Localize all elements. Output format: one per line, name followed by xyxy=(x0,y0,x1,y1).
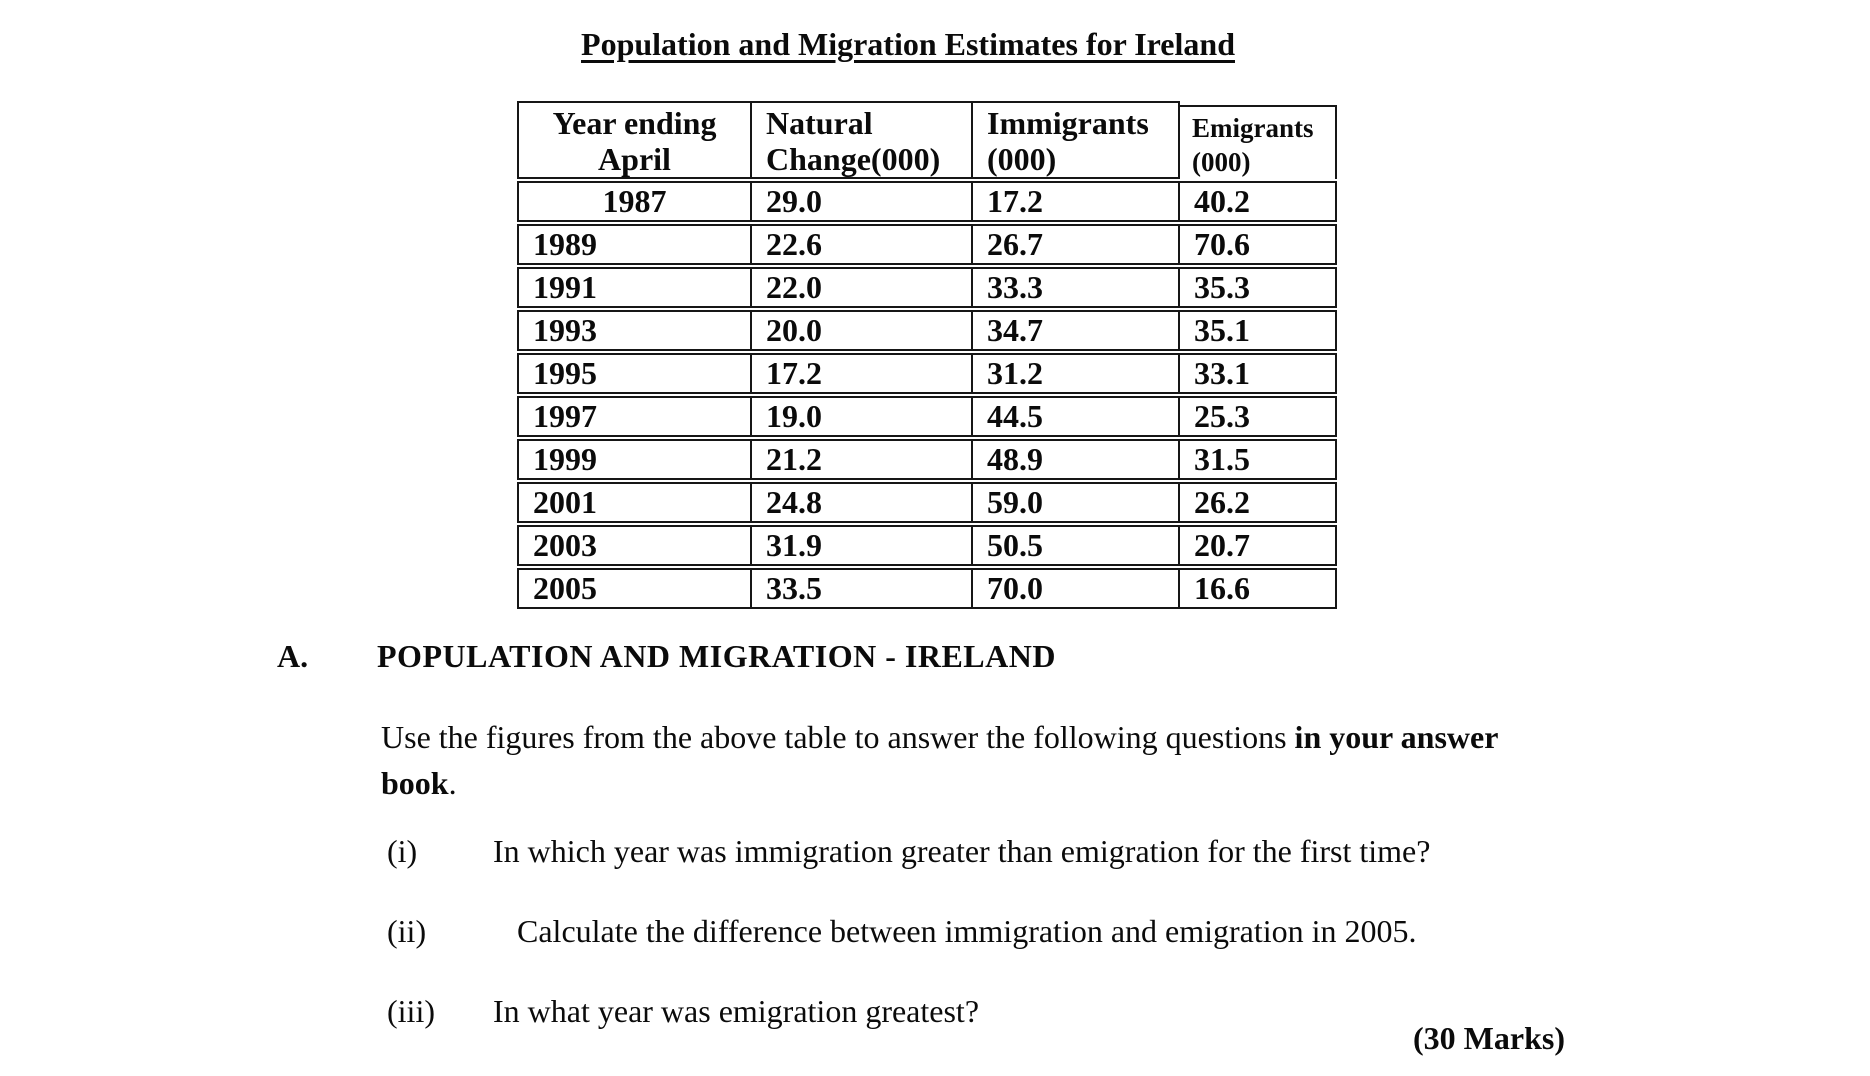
cell-emigrants: 40.2 xyxy=(1180,181,1337,222)
cell-natural-change: 33.5 xyxy=(752,568,973,609)
col-header-emigrants: Emigrants (000) xyxy=(1180,101,1337,179)
table-row: 2001 24.8 59.0 26.2 xyxy=(517,482,1337,523)
col-header-line: Emigrants xyxy=(1192,113,1314,143)
question-number: (i) xyxy=(387,833,418,869)
cell-natural-change: 22.0 xyxy=(752,267,973,308)
table-body: 1987 29.0 17.2 40.2 1989 22.6 26.7 70.6 … xyxy=(517,181,1337,609)
cell-emigrants: 35.1 xyxy=(1180,310,1337,351)
question-text: In which year was immigration greater th… xyxy=(493,833,1431,869)
question-number: (ii) xyxy=(387,913,427,949)
cell-natural-change: 31.9 xyxy=(752,525,973,566)
cell-emigrants: 26.2 xyxy=(1180,482,1337,523)
cell-immigrants: 50.5 xyxy=(973,525,1180,566)
header-row: Year ending April Natural Change(000) Im… xyxy=(517,101,1337,179)
page-title: Population and Migration Estimates for I… xyxy=(581,26,1235,62)
cell-emigrants: 16.6 xyxy=(1180,568,1337,609)
question-text: Calculate the difference between immigra… xyxy=(517,913,1417,949)
cell-immigrants: 17.2 xyxy=(973,181,1180,222)
section-label: A. xyxy=(277,638,309,674)
table-row: 1999 21.2 48.9 31.5 xyxy=(517,439,1337,480)
col-header-natural-change: Natural Change(000) xyxy=(752,101,973,179)
cell-natural-change: 20.0 xyxy=(752,310,973,351)
cell-natural-change: 21.2 xyxy=(752,439,973,480)
cell-emigrants: 25.3 xyxy=(1180,396,1337,437)
cell-natural-change: 22.6 xyxy=(752,224,973,265)
question-number: (iii) xyxy=(387,993,435,1029)
cell-natural-change: 29.0 xyxy=(752,181,973,222)
intro-paragraph: Use the figures from the above table to … xyxy=(381,714,1581,806)
intro-line: Use the figures from the above table to … xyxy=(381,719,1499,755)
cell-emigrants: 35.3 xyxy=(1180,267,1337,308)
col-header-line: Year ending xyxy=(552,105,717,141)
cell-year: 1997 xyxy=(517,396,752,437)
cell-year: 1999 xyxy=(517,439,752,480)
table-row: 1991 22.0 33.3 35.3 xyxy=(517,267,1337,308)
table-row: 1989 22.6 26.7 70.6 xyxy=(517,224,1337,265)
cell-year: 2001 xyxy=(517,482,752,523)
intro-line: book. xyxy=(381,765,457,801)
col-header-line: Immigrants xyxy=(987,105,1149,141)
col-header-year-ending-april: Year ending April xyxy=(517,101,752,179)
cell-year: 1989 xyxy=(517,224,752,265)
emigrants-header-box: Emigrants (000) xyxy=(1180,105,1337,179)
table-row: 1993 20.0 34.7 35.1 xyxy=(517,310,1337,351)
cell-year: 1991 xyxy=(517,267,752,308)
question-row: (i) In which year was immigration greate… xyxy=(387,830,1430,872)
cell-year: 2005 xyxy=(517,568,752,609)
population-migration-table: Year ending April Natural Change(000) Im… xyxy=(517,99,1337,611)
col-header-immigrants: Immigrants (000) xyxy=(973,101,1180,179)
cell-immigrants: 33.3 xyxy=(973,267,1180,308)
col-header-line: (000) xyxy=(1192,147,1251,177)
cell-immigrants: 70.0 xyxy=(973,568,1180,609)
table-row: 1995 17.2 31.2 33.1 xyxy=(517,353,1337,394)
table-header: Year ending April Natural Change(000) Im… xyxy=(517,101,1337,179)
cell-immigrants: 26.7 xyxy=(973,224,1180,265)
table-row: 1987 29.0 17.2 40.2 xyxy=(517,181,1337,222)
cell-emigrants: 20.7 xyxy=(1180,525,1337,566)
question-text: In what year was emigration greatest? xyxy=(493,993,980,1029)
table-row: 2005 33.5 70.0 16.6 xyxy=(517,568,1337,609)
cell-emigrants: 31.5 xyxy=(1180,439,1337,480)
cell-natural-change: 24.8 xyxy=(752,482,973,523)
cell-immigrants: 31.2 xyxy=(973,353,1180,394)
section-heading: POPULATION AND MIGRATION - IRELAND xyxy=(377,638,1056,674)
marks-label: (30 Marks) xyxy=(1413,1020,1565,1056)
question-row: (iii) In what year was emigration greate… xyxy=(387,990,1430,1032)
question-row: (ii) Calculate the difference between im… xyxy=(387,910,1430,952)
cell-immigrants: 59.0 xyxy=(973,482,1180,523)
cell-year: 1987 xyxy=(517,181,752,222)
col-header-line: (000) xyxy=(987,141,1057,177)
table-row: 2003 31.9 50.5 20.7 xyxy=(517,525,1337,566)
cell-year: 1993 xyxy=(517,310,752,351)
cell-natural-change: 17.2 xyxy=(752,353,973,394)
cell-immigrants: 34.7 xyxy=(973,310,1180,351)
cell-emigrants: 70.6 xyxy=(1180,224,1337,265)
table-row: 1997 19.0 44.5 25.3 xyxy=(517,396,1337,437)
cell-year: 1995 xyxy=(517,353,752,394)
col-header-line: April xyxy=(598,141,671,177)
col-header-line: Change(000) xyxy=(766,141,941,177)
cell-immigrants: 44.5 xyxy=(973,396,1180,437)
cell-year: 2003 xyxy=(517,525,752,566)
col-header-line: Natural xyxy=(766,105,873,141)
cell-emigrants: 33.1 xyxy=(1180,353,1337,394)
cell-natural-change: 19.0 xyxy=(752,396,973,437)
cell-immigrants: 48.9 xyxy=(973,439,1180,480)
questions: (i) In which year was immigration greate… xyxy=(387,830,1430,1070)
